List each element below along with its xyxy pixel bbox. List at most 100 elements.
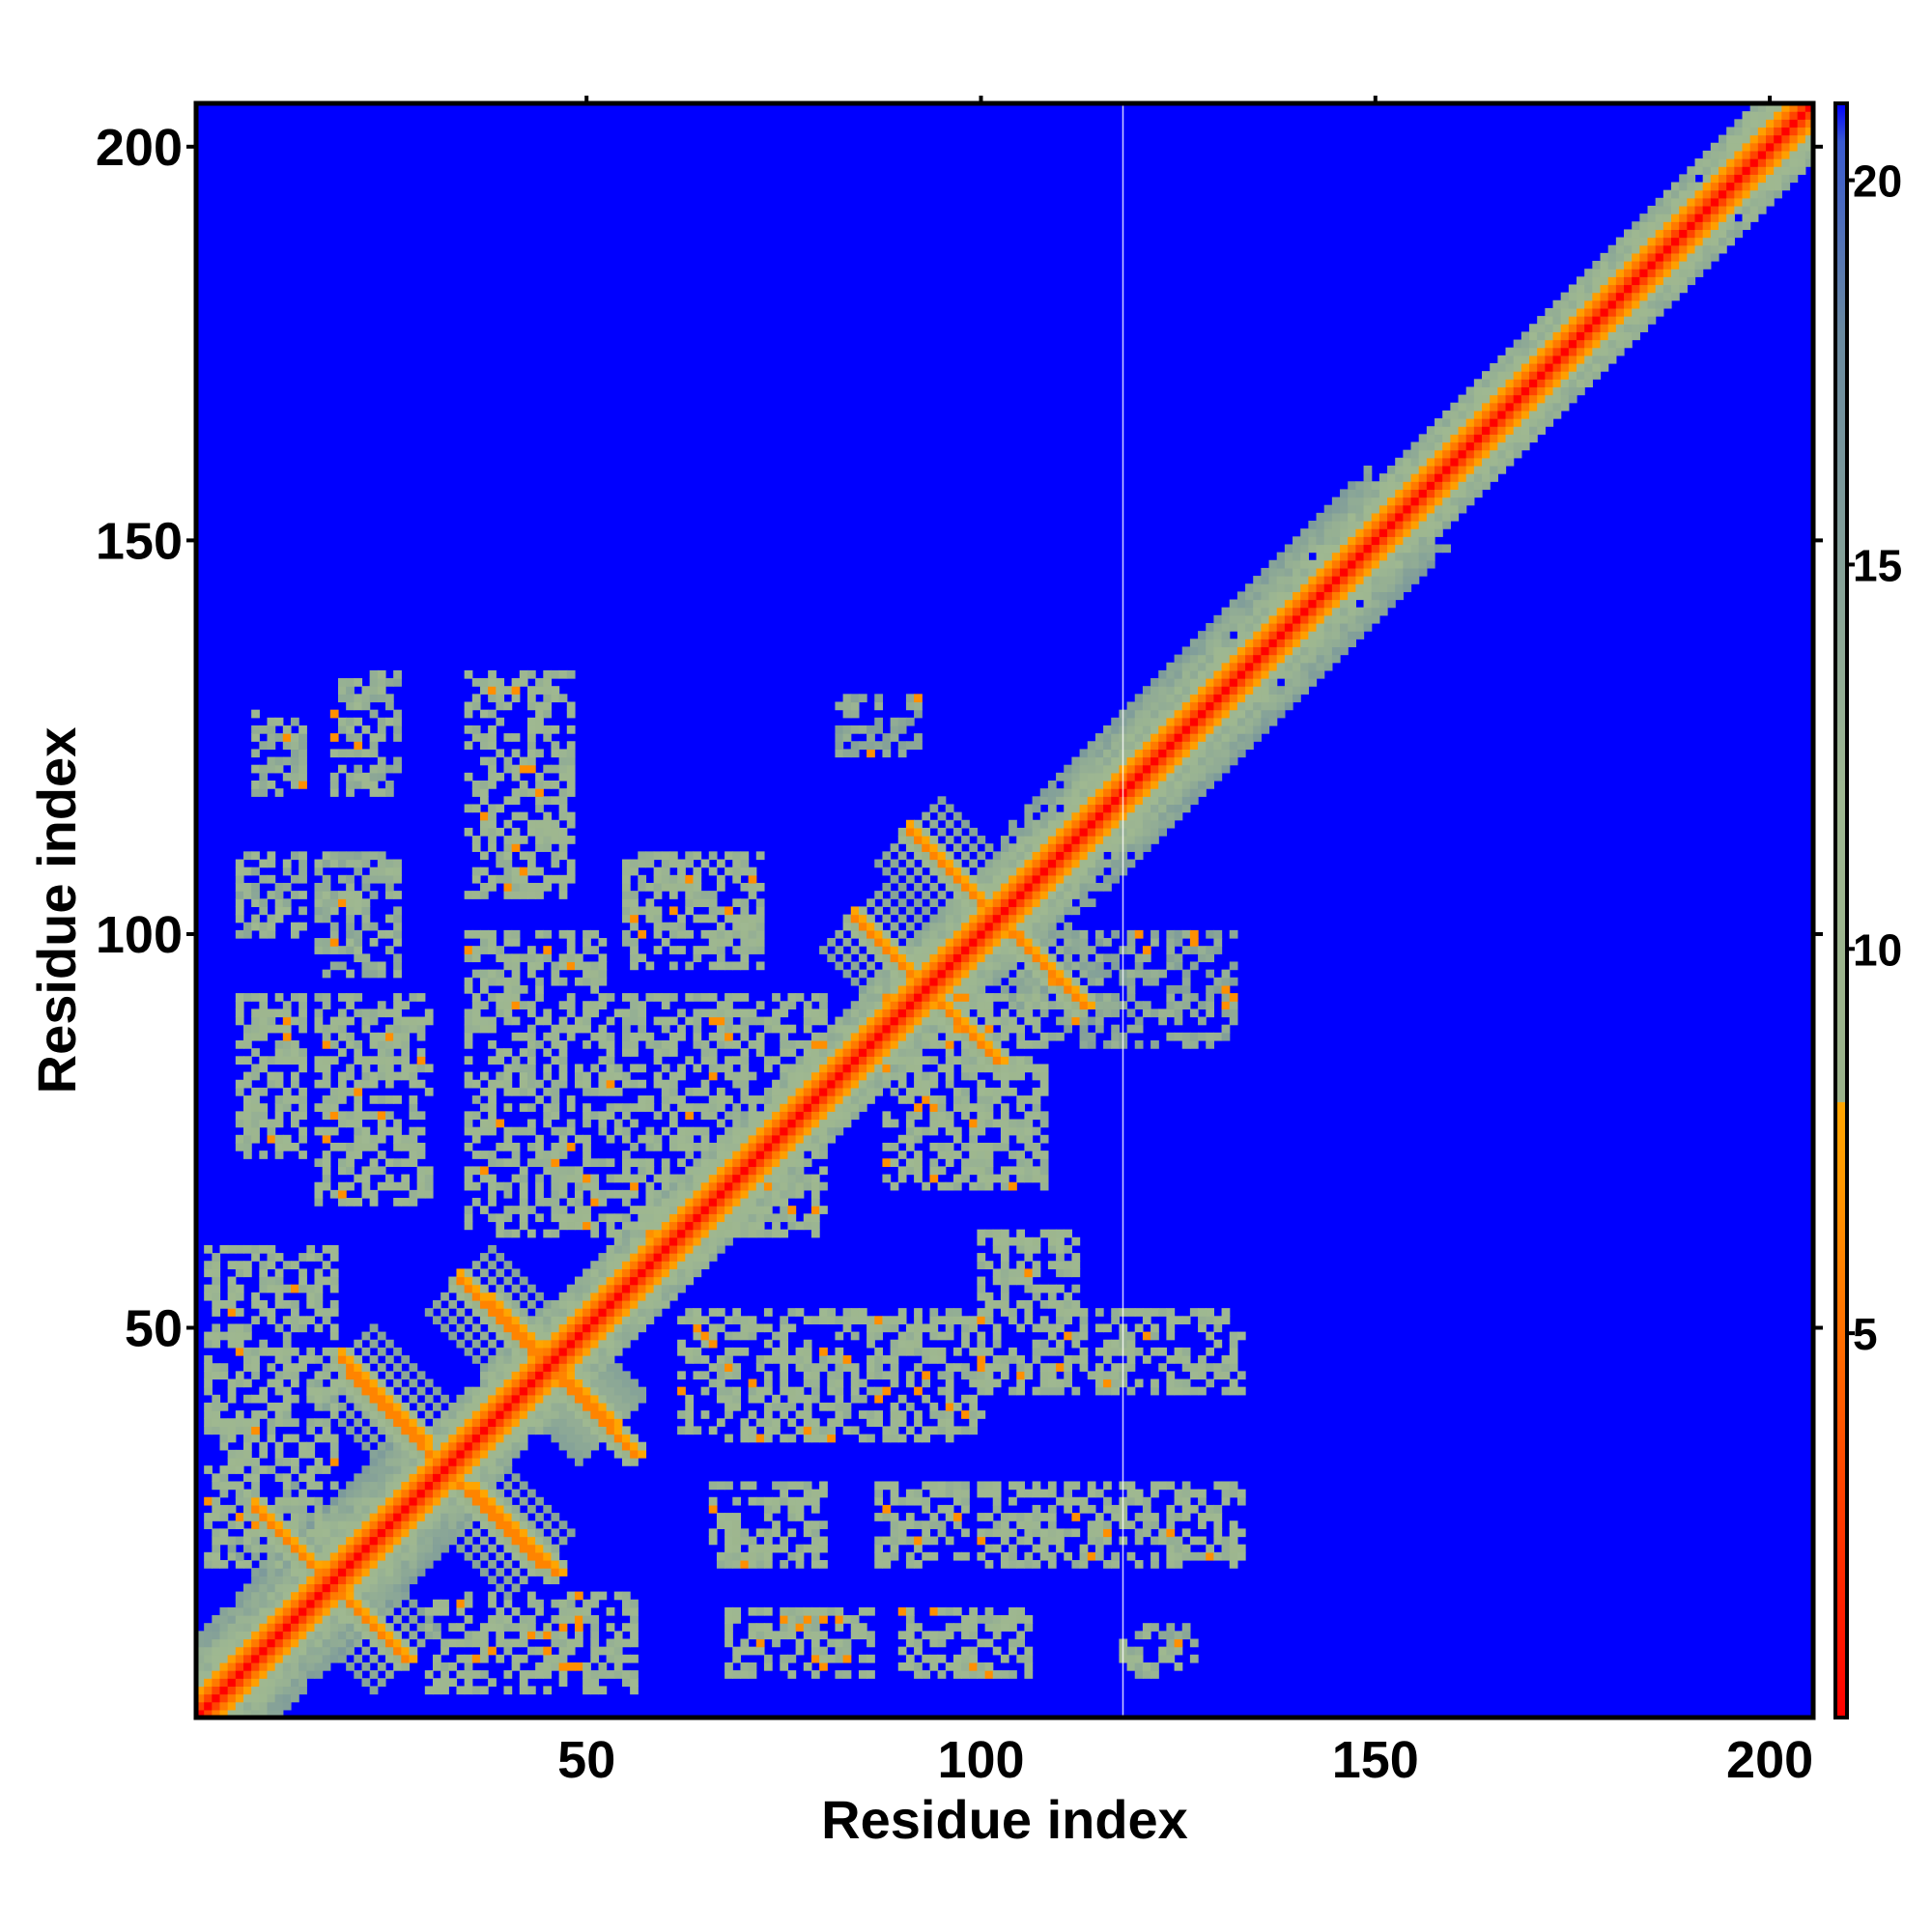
- heatmap-cell: [227, 1654, 237, 1663]
- heatmap-cell: [748, 1394, 757, 1404]
- heatmap-cell: [621, 1048, 631, 1057]
- heatmap-cell: [638, 874, 647, 884]
- heatmap-cell: [488, 969, 497, 979]
- heatmap-cell: [306, 1394, 316, 1404]
- heatmap-cell: [361, 1606, 371, 1616]
- heatmap-cell: [298, 1095, 307, 1104]
- heatmap-cell: [488, 1410, 497, 1419]
- heatmap-cell: [551, 669, 560, 679]
- heatmap-cell: [535, 1426, 544, 1435]
- heatmap-cell: [606, 1174, 615, 1183]
- heatmap-cell: [243, 1103, 252, 1112]
- heatmap-cell: [708, 1016, 718, 1026]
- heatmap-cell: [613, 1253, 623, 1262]
- heatmap-cell: [810, 1536, 820, 1546]
- heatmap-cell: [787, 1064, 797, 1073]
- heatmap-cell: [740, 1426, 750, 1435]
- heatmap-cell: [630, 938, 639, 947]
- heatmap-cell: [346, 882, 355, 892]
- heatmap-cell: [267, 1465, 276, 1474]
- heatmap-cell: [724, 1386, 733, 1396]
- heatmap-cell: [282, 1496, 292, 1506]
- heatmap-cell: [882, 946, 892, 954]
- heatmap-cell: [827, 1371, 837, 1380]
- heatmap-cell: [337, 898, 347, 908]
- heatmap-cell: [606, 1016, 615, 1026]
- heatmap-cell: [558, 1134, 568, 1144]
- heatmap-cell: [914, 1418, 923, 1427]
- heatmap-cell: [235, 1056, 244, 1065]
- heatmap-cell: [882, 1371, 892, 1380]
- heatmap-cell: [251, 1299, 260, 1309]
- heatmap-cell: [558, 1079, 568, 1089]
- heatmap-cell: [897, 1071, 907, 1081]
- heatmap-cell: [227, 1465, 237, 1474]
- heatmap-cell: [732, 1174, 742, 1183]
- heatmap-cell: [890, 874, 899, 884]
- heatmap-cell: [526, 1299, 536, 1309]
- heatmap-cell: [551, 851, 560, 861]
- heatmap-cell: [354, 946, 363, 954]
- heatmap-cell: [890, 1181, 899, 1191]
- heatmap-cell: [685, 882, 695, 892]
- heatmap-cell: [819, 1181, 828, 1191]
- heatmap-cell: [867, 1606, 875, 1616]
- heatmap-cell: [677, 1134, 686, 1144]
- heatmap-cell: [369, 1158, 379, 1168]
- heatmap-cell: [204, 1686, 213, 1695]
- heatmap-cell: [384, 1528, 394, 1538]
- heatmap-cell: [867, 929, 875, 939]
- heatmap-cell: [448, 1638, 458, 1648]
- heatmap-cell: [780, 1151, 789, 1159]
- heatmap-cell: [653, 1174, 663, 1183]
- heatmap-cell: [267, 1623, 276, 1632]
- heatmap-cell: [377, 756, 386, 766]
- heatmap-cell: [377, 1583, 386, 1593]
- heatmap-cell: [290, 1662, 299, 1671]
- heatmap-cell: [827, 1654, 837, 1663]
- heatmap-cell: [724, 1213, 733, 1223]
- heatmap-cell: [819, 1126, 828, 1136]
- heatmap-cell: [511, 1434, 521, 1443]
- heatmap-cell: [526, 1024, 536, 1034]
- heatmap-cell: [346, 1111, 355, 1121]
- heatmap-cell: [377, 1363, 386, 1372]
- heatmap-cell: [543, 701, 553, 711]
- heatmap-cell: [290, 1142, 299, 1151]
- heatmap-cell: [471, 867, 481, 876]
- heatmap-cell: [503, 1331, 513, 1341]
- heatmap-cell: [740, 1536, 750, 1546]
- heatmap-cell: [464, 1426, 473, 1435]
- heatmap-cell: [503, 819, 513, 829]
- heatmap-cell: [858, 1434, 867, 1443]
- heatmap-cell: [780, 1631, 789, 1640]
- heatmap-cell: [755, 906, 765, 916]
- heatmap-cell: [598, 953, 608, 963]
- heatmap-cell: [384, 1071, 394, 1081]
- heatmap-cell: [590, 1394, 600, 1404]
- heatmap-cell: [922, 1371, 931, 1380]
- heatmap-cell: [235, 1551, 244, 1561]
- heatmap-cell: [219, 1426, 229, 1435]
- heatmap-cell: [685, 1087, 695, 1096]
- heatmap-cell: [416, 1458, 426, 1466]
- heatmap-cell: [795, 1504, 805, 1514]
- heatmap-cell: [346, 1032, 355, 1041]
- heatmap-cell: [755, 1189, 765, 1199]
- heatmap-cell: [369, 694, 379, 703]
- heatmap-cell: [409, 1095, 418, 1104]
- heatmap-cell: [740, 1213, 750, 1223]
- heatmap-cell: [590, 1646, 600, 1656]
- heatmap-cell: [566, 1426, 576, 1435]
- heatmap-cell: [740, 1032, 750, 1041]
- heatmap-cell: [361, 1134, 371, 1144]
- heatmap-cell: [306, 1449, 316, 1459]
- heatmap-cell: [526, 1599, 536, 1608]
- heatmap-cell: [732, 1371, 742, 1380]
- heatmap-cell: [598, 1189, 608, 1199]
- heatmap-cell: [251, 1016, 260, 1026]
- heatmap-cell: [874, 1016, 884, 1026]
- heatmap-cell: [685, 1198, 695, 1207]
- heatmap-cell: [740, 1198, 750, 1207]
- heatmap-cell: [740, 1064, 750, 1073]
